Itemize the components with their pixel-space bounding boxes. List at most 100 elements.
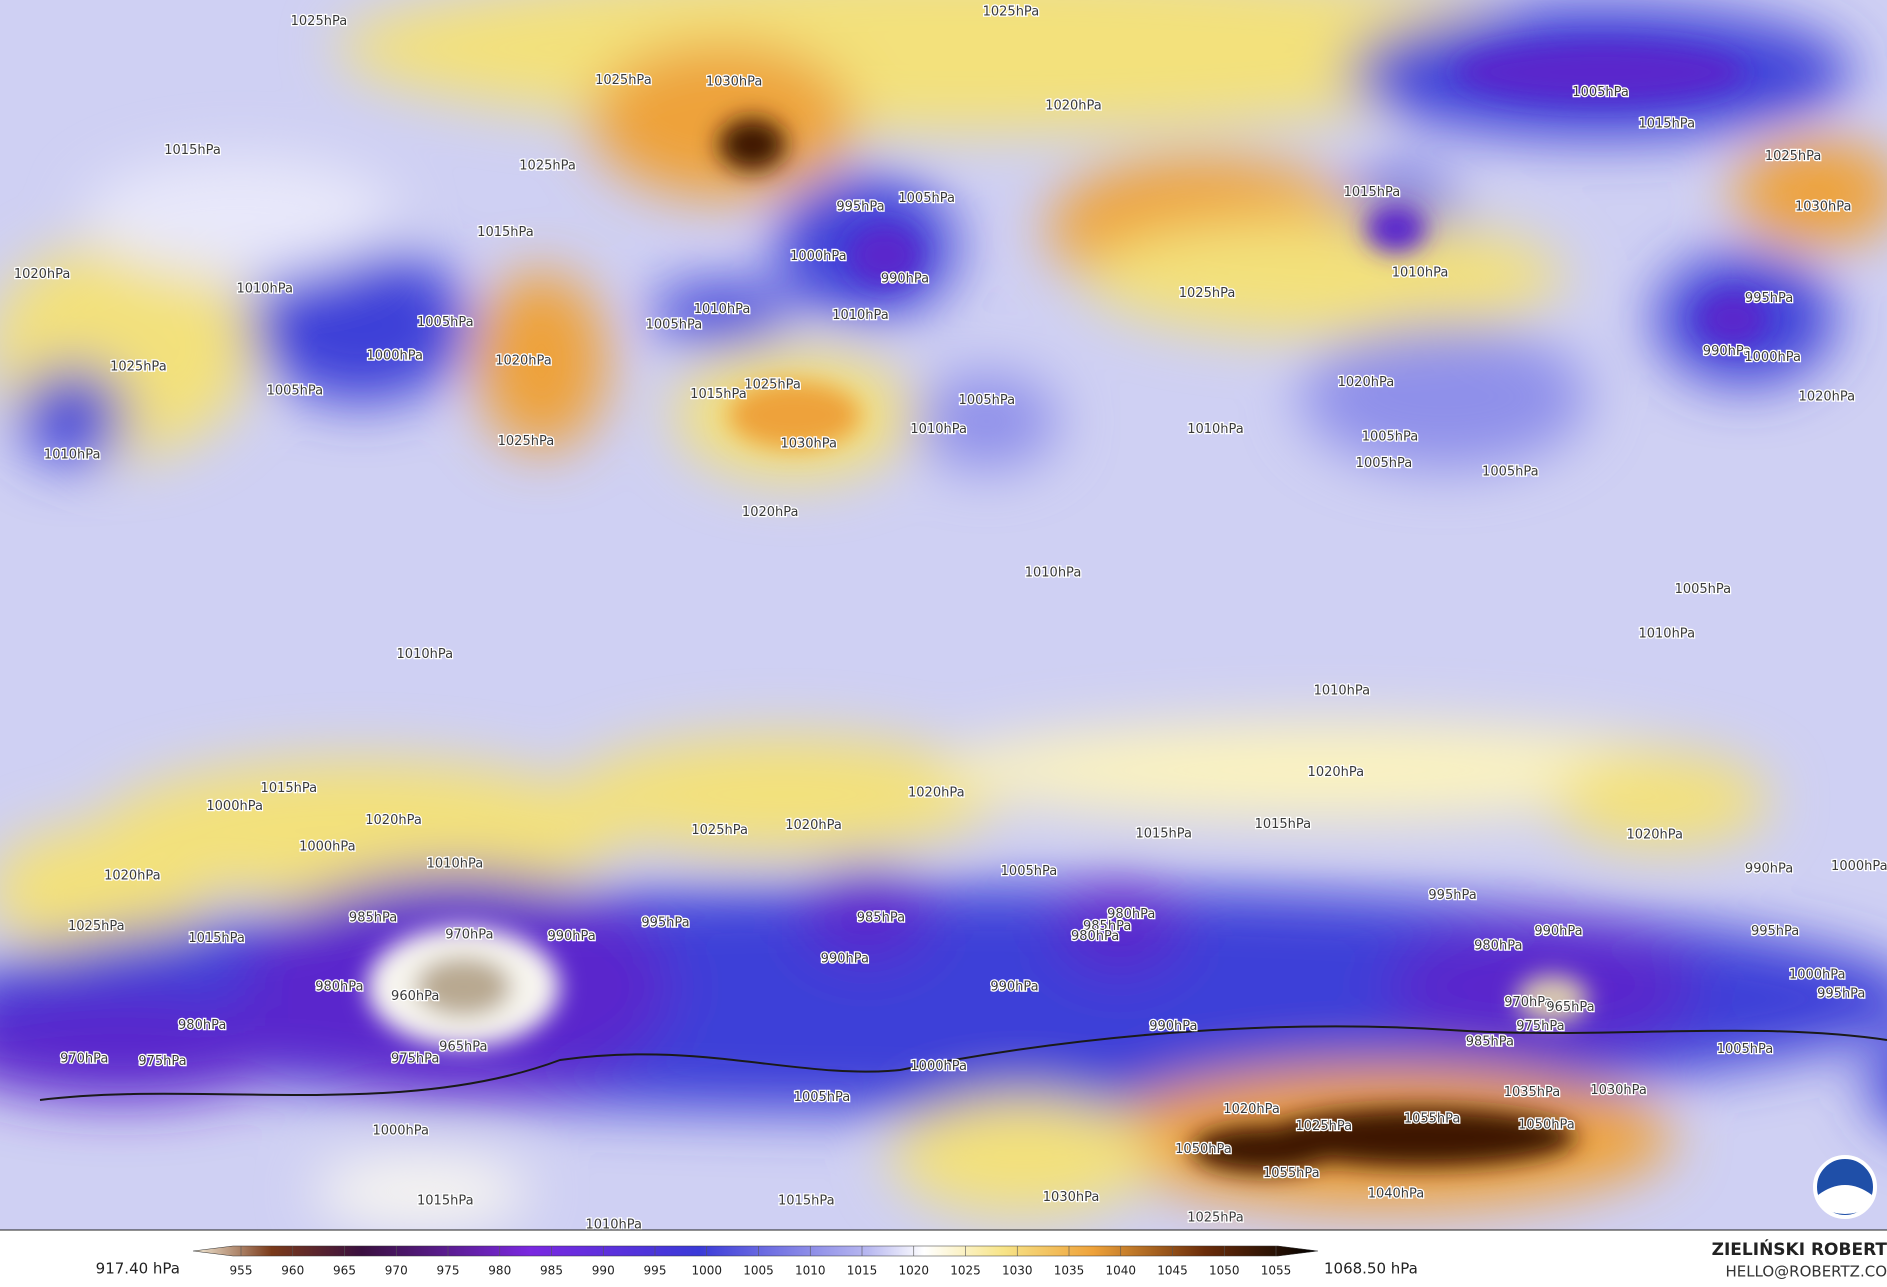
- pressure-area: [914, 373, 1060, 470]
- contour-label: 995hPa: [641, 916, 689, 931]
- pressure-area: [1299, 324, 1589, 470]
- contour-label: 1020hPa: [104, 869, 161, 884]
- contour-label: 995hPa: [1751, 924, 1799, 939]
- contour-labels: 1025hPa 1025hPa 1025hPa 1030hPa 1020hPa 1005h…: [13, 3, 1887, 1230]
- contour-label: 1015hPa: [1344, 185, 1401, 200]
- contour-label: 1025hPa: [691, 823, 748, 838]
- contour-label: 1020hPa: [742, 505, 799, 520]
- pressure-area: [312, 1155, 530, 1228]
- colorbar-tick-label: 955: [230, 1264, 253, 1278]
- contour-label: 1025hPa: [1179, 286, 1236, 301]
- contour-label: 1020hPa: [1799, 390, 1856, 405]
- contour-label: 1010hPa: [1025, 565, 1082, 580]
- contour-label: 960hPa: [391, 989, 439, 1004]
- colorbar-tick-label: 1050: [1209, 1264, 1240, 1278]
- colorbar-bar: [192, 1245, 1319, 1257]
- contour-label: 1025hPa: [519, 159, 576, 174]
- contour-label: 1015hPa: [164, 143, 221, 158]
- pressure-core: [848, 225, 921, 286]
- contour-label: 1010hPa: [427, 857, 484, 872]
- colorbar-tick-label: 965: [333, 1264, 356, 1278]
- contour-label: 1005hPa: [267, 384, 324, 399]
- contour-label: 970hPa: [445, 928, 493, 943]
- colorbar-max: 1068.50 hPa: [1324, 1260, 1418, 1278]
- pressure-area: [18, 367, 127, 464]
- colorbar-tick-label: 975: [437, 1264, 460, 1278]
- contour-label: 990hPa: [1745, 861, 1793, 876]
- colorbar-tick-label: 970: [385, 1264, 408, 1278]
- coastline: [39, 1025, 1887, 1101]
- colorbar: 955 960 965 970 975 980 985 990 995 1000 1005 1010 1…: [192, 1245, 1319, 1278]
- pressure-core: [1191, 1125, 1336, 1174]
- pressure-area: [1865, 1048, 1887, 1118]
- colorbar-tick-label: 1055: [1261, 1264, 1292, 1278]
- colorbar-tick-label: 1000: [691, 1264, 722, 1278]
- pressure-area: [565, 734, 999, 855]
- contour-label: 1030hPa: [1795, 199, 1852, 214]
- contour-label: 1000hPa: [372, 1124, 429, 1139]
- contour-label: 990hPa: [1703, 344, 1751, 359]
- pressure-core: [728, 381, 861, 449]
- contour-label: 1055hPa: [1263, 1166, 1320, 1181]
- contour-label: 1015hPa: [778, 1194, 835, 1209]
- colorbar-tick-label: 1020: [898, 1264, 929, 1278]
- contour-label: 1050hPa: [1175, 1142, 1232, 1157]
- contour-label: 1030hPa: [706, 74, 763, 89]
- contour-label: 980hPa: [1071, 929, 1119, 944]
- pressure-area: [84, 156, 398, 277]
- contour-label: 980hPa: [178, 1018, 226, 1033]
- contour-label: 995hPa: [1817, 987, 1865, 1002]
- pressure-blobs: [0, 0, 1887, 1228]
- colorbar-tick-label: 1015: [847, 1264, 878, 1278]
- contour-label: 1020hPa: [1223, 1102, 1280, 1117]
- contour-label: 985hPa: [1466, 1035, 1514, 1050]
- colorbar-tick-label: 985: [540, 1264, 563, 1278]
- colorbar-tick-label: 1040: [1105, 1264, 1136, 1278]
- contour-label: 1015hPa: [690, 387, 747, 402]
- contour-label: 1020hPa: [495, 354, 552, 369]
- contour-label: 985hPa: [349, 911, 397, 926]
- pressure-area: [938, 722, 1709, 819]
- contour-label: 1010hPa: [1314, 683, 1371, 698]
- contour-label: 1020hPa: [1626, 828, 1683, 843]
- contour-label: 1005hPa: [417, 315, 474, 330]
- contour-label: 1005hPa: [959, 393, 1016, 408]
- contour-label: 1025hPa: [110, 360, 167, 375]
- contour-label: 1025hPa: [983, 5, 1040, 20]
- pressure-area: [1552, 752, 1770, 849]
- pressure-area: [649, 282, 795, 343]
- contour-label: 1010hPa: [832, 308, 889, 323]
- contour-label: 1025hPa: [595, 73, 652, 88]
- contour-label: 1020hPa: [1308, 765, 1365, 780]
- contour-label: 1015hPa: [261, 781, 318, 796]
- contour-label: 985hPa: [857, 911, 905, 926]
- contour-label: 970hPa: [1504, 995, 1552, 1010]
- pressure-core: [1365, 204, 1427, 253]
- contour-label: 995hPa: [1745, 291, 1793, 306]
- colorbar-tick-label: 990: [592, 1264, 615, 1278]
- colorbar-tick-label: 1025: [950, 1264, 981, 1278]
- contour-label: 1000hPa: [1789, 967, 1846, 982]
- contour-label: 1025hPa: [498, 434, 555, 449]
- contour-label: 1020hPa: [785, 818, 842, 833]
- contour-label: 1025hPa: [744, 378, 801, 393]
- colorbar-tick-label: 1045: [1157, 1264, 1188, 1278]
- contour-label: 980hPa: [1474, 938, 1522, 953]
- contour-label: 1005hPa: [1482, 464, 1539, 479]
- noaa-logo: [1813, 1155, 1877, 1219]
- pressure-area: [1732, 138, 1887, 247]
- contour-label: 1010hPa: [397, 647, 454, 662]
- contour-label: 1025hPa: [1296, 1119, 1353, 1134]
- contour-label: 1005hPa: [1362, 429, 1419, 444]
- pressure-area: [96, 758, 626, 903]
- contour-label: 990hPa: [881, 272, 929, 287]
- colorbar-min: 917.40 hPa: [96, 1260, 180, 1278]
- contour-label: 965hPa: [439, 1039, 487, 1054]
- colorbar-tick-label: 960: [281, 1264, 304, 1278]
- contour-label: 1030hPa: [1590, 1083, 1647, 1098]
- contour-label: 1000hPa: [1831, 859, 1887, 874]
- contour-label: 1010hPa: [1392, 266, 1449, 281]
- contour-label: 975hPa: [391, 1052, 439, 1067]
